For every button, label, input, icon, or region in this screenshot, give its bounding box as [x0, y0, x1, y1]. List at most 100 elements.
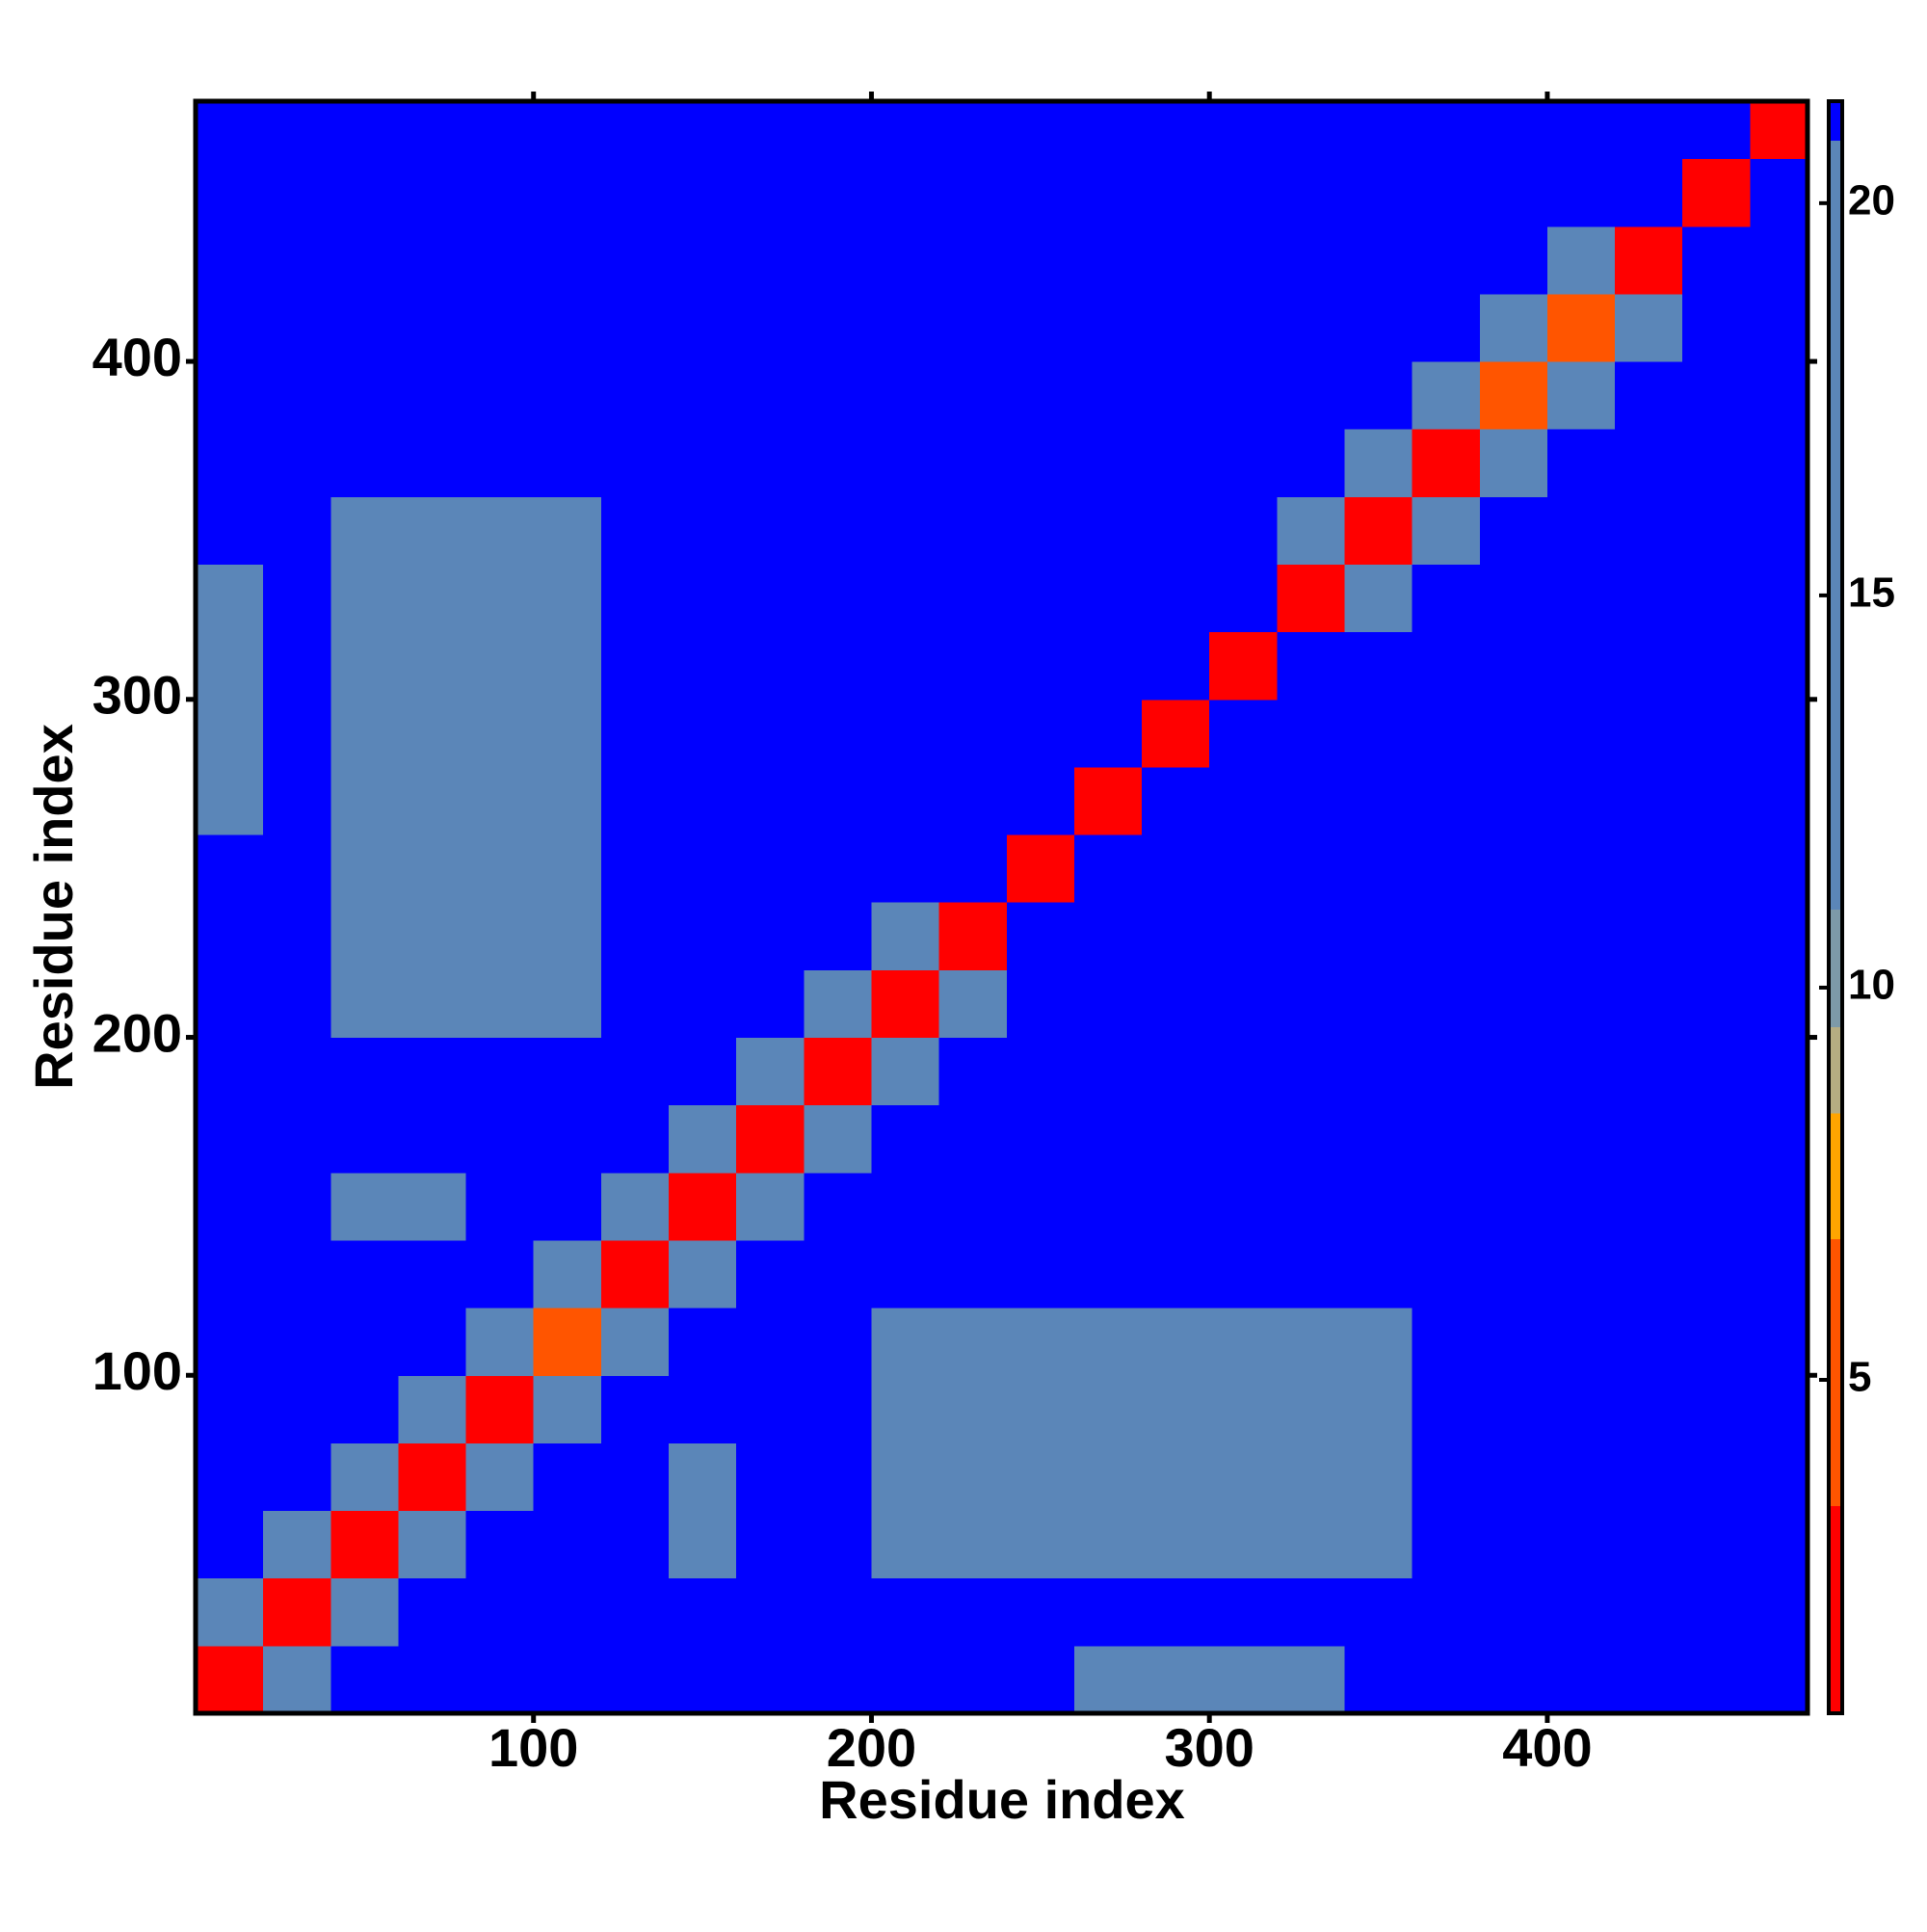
heatmap-cell — [1412, 1645, 1481, 1714]
heatmap-cell — [669, 293, 737, 362]
heatmap-cell — [669, 1308, 737, 1376]
heatmap-cell — [465, 429, 535, 497]
heatmap-cell — [1277, 1172, 1345, 1241]
heatmap-cell — [1412, 1172, 1481, 1241]
heatmap-cell — [1682, 361, 1751, 430]
heatmap-cell — [330, 699, 399, 768]
heatmap-cell — [1073, 1442, 1143, 1512]
heatmap-cell — [263, 902, 331, 970]
heatmap-cell — [465, 496, 535, 566]
heatmap-cell — [398, 1239, 467, 1309]
heatmap-cell — [465, 1239, 535, 1309]
heatmap-cell — [465, 1645, 535, 1714]
heatmap-cell — [465, 834, 535, 903]
heatmap-cell — [1479, 1239, 1548, 1309]
heatmap-cell — [398, 1510, 467, 1579]
heatmap-cell — [1412, 766, 1481, 835]
heatmap-cell — [330, 1442, 399, 1512]
heatmap-cell — [1209, 1037, 1278, 1106]
heatmap-cell — [1142, 699, 1210, 768]
heatmap-cell — [938, 1239, 1008, 1309]
heatmap-cell — [1006, 1442, 1075, 1512]
heatmap-cell — [465, 1308, 535, 1376]
heatmap-cell — [600, 1375, 670, 1443]
heatmap-cell — [871, 1442, 940, 1512]
heatmap-cell — [1073, 699, 1143, 768]
heatmap-cell — [804, 564, 872, 633]
heatmap-cell — [1546, 1239, 1616, 1309]
heatmap-cell — [1142, 1172, 1210, 1241]
heatmap-cell — [1142, 496, 1210, 566]
heatmap-cell — [465, 1375, 535, 1443]
heatmap-cell — [1750, 429, 1808, 497]
heatmap-cell — [938, 101, 1008, 160]
heatmap-cell — [1750, 766, 1808, 835]
heatmap-cell — [1479, 1645, 1548, 1714]
heatmap-cell — [736, 1510, 805, 1579]
heatmap-cell — [196, 225, 264, 295]
heatmap-cell — [1479, 1510, 1548, 1579]
heatmap-cell — [938, 1308, 1008, 1376]
heatmap-cell — [533, 1375, 602, 1443]
heatmap-cell — [533, 1308, 602, 1376]
heatmap-cell — [1277, 1308, 1345, 1376]
heatmap-cell — [1615, 1442, 1683, 1512]
heatmap-cell — [1344, 1172, 1413, 1241]
heatmap-cell — [398, 699, 467, 768]
heatmap-cell — [938, 834, 1008, 903]
heatmap-cell — [1073, 429, 1143, 497]
heatmap-cell — [1142, 429, 1210, 497]
heatmap-cell — [1615, 834, 1683, 903]
heatmap-cell — [1546, 1442, 1616, 1512]
heatmap-cell — [1615, 699, 1683, 768]
heatmap-cell — [398, 101, 467, 160]
heatmap-cell — [736, 1308, 805, 1376]
heatmap-cell — [330, 361, 399, 430]
heatmap-cell — [871, 969, 940, 1039]
heatmap-cell — [938, 361, 1008, 430]
heatmap-cell — [1750, 496, 1808, 566]
heatmap-cell — [1682, 902, 1751, 970]
plot-frame — [193, 98, 1810, 1716]
heatmap-cell — [1006, 1037, 1075, 1106]
heatmap-cell — [330, 1037, 399, 1106]
heatmap-cell — [1277, 766, 1345, 835]
heatmap-cell — [1615, 158, 1683, 227]
heatmap-cell — [1344, 766, 1413, 835]
heatmap-cell — [196, 361, 264, 430]
heatmap-cell — [1479, 496, 1548, 566]
heatmap-cell — [1006, 101, 1075, 160]
heatmap-cell — [533, 293, 602, 362]
heatmap-cell — [1006, 1104, 1075, 1174]
heatmap-cell — [804, 631, 872, 701]
heatmap-cell — [1479, 429, 1548, 497]
heatmap-cell — [1750, 361, 1808, 430]
heatmap-cell — [1546, 969, 1616, 1039]
heatmap-cell — [1073, 101, 1143, 160]
heatmap-cell — [1344, 1037, 1413, 1106]
heatmap-cell — [1344, 1104, 1413, 1174]
heatmap-cell — [330, 496, 399, 566]
heatmap-cell — [263, 496, 331, 566]
heatmap-cell — [1750, 1172, 1808, 1241]
heatmap-cell — [669, 429, 737, 497]
heatmap-cell — [1277, 1510, 1345, 1579]
heatmap-cell — [1615, 631, 1683, 701]
heatmap-cell — [263, 1510, 331, 1579]
heatmap-cell — [871, 1104, 940, 1174]
heatmap-cell — [1412, 158, 1481, 227]
heatmap-cell — [1615, 1375, 1683, 1443]
heatmap-cell — [465, 1442, 535, 1512]
heatmap-cell — [1682, 1510, 1751, 1579]
heatmap-cell — [1682, 1172, 1751, 1241]
heatmap-cell — [533, 631, 602, 701]
heatmap-cell — [938, 1037, 1008, 1106]
heatmap-cell — [1615, 766, 1683, 835]
heatmap-cell — [669, 158, 737, 227]
heatmap-cell — [669, 1510, 737, 1579]
heatmap-cell — [804, 293, 872, 362]
heatmap-cell — [1209, 1645, 1278, 1714]
heatmap-cell — [871, 429, 940, 497]
heatmap-cell — [533, 1239, 602, 1309]
heatmap-cell — [736, 101, 805, 160]
